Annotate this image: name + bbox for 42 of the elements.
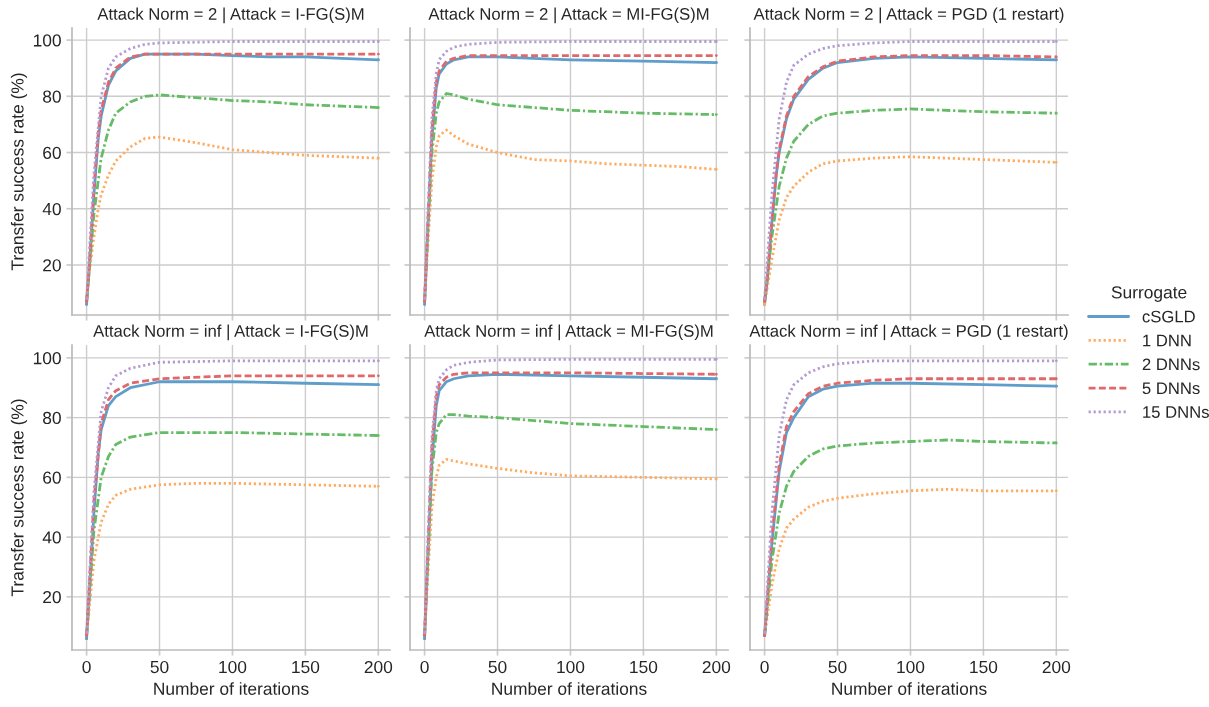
y-tick-label: 20 — [43, 259, 61, 272]
x-tick-label: 0 — [82, 660, 91, 674]
y-tick-label: 100 — [33, 34, 61, 47]
x-tick-label: 0 — [760, 660, 769, 674]
chart-title: Attack Norm = 2 | Attack = PGD (1 restart) — [753, 7, 1064, 24]
x-axis-title: Number of iterations — [154, 682, 309, 695]
legend-label: cSGLD — [1142, 310, 1195, 323]
x-axis-title: Number of iterations — [492, 682, 647, 695]
x-tick-label: 200 — [1042, 660, 1071, 674]
y-tick-label: 80 — [43, 90, 61, 103]
legend-label: 15 DNNs — [1143, 406, 1209, 418]
y-tick-label: 100 — [33, 352, 61, 365]
legend-label: 2 DNNs — [1142, 358, 1200, 371]
chart-title: Attack Norm = 2 | Attack = I-FG(S)M — [97, 7, 364, 24]
y-tick-label: 40 — [42, 531, 61, 544]
chart-title: Attack Norm = 2 | Attack = MI-FG(S)M — [428, 7, 709, 24]
x-axis-title: Number of iterations — [832, 682, 987, 695]
legend-title: Surrogate — [1111, 286, 1187, 302]
y-axis-title: Transfer success rate (%) — [10, 399, 28, 597]
x-tick-label: 200 — [702, 660, 731, 674]
y-tick-label: 60 — [43, 471, 61, 484]
y-tick-label: 80 — [43, 411, 61, 425]
x-tick-label: 0 — [420, 660, 429, 674]
chart-title: Attack Norm = inf | Attack = I-FG(S)M — [93, 324, 368, 341]
x-tick-label: 150 — [630, 660, 658, 674]
y-tick-label: 60 — [43, 146, 61, 159]
x-tick-label: 200 — [364, 660, 393, 674]
x-tick-label: 50 — [150, 660, 169, 674]
x-tick-label: 50 — [828, 660, 847, 674]
x-tick-label: 150 — [970, 660, 998, 674]
y-axis-title: Transfer success rate (%) — [10, 73, 28, 271]
x-tick-label: 100 — [557, 660, 585, 674]
x-tick-label: 100 — [219, 660, 247, 674]
x-tick-label: 100 — [897, 660, 925, 674]
x-tick-label: 150 — [292, 660, 320, 674]
x-tick-label: 50 — [488, 660, 507, 674]
y-tick-label: 20 — [43, 590, 61, 604]
y-tick-label: 40 — [42, 202, 61, 216]
legend-label: 1 DNN — [1143, 334, 1191, 347]
chart-title: Attack Norm = inf | Attack = MI-FG(S)M — [424, 324, 713, 341]
chart-title: Attack Norm = inf | Attack = PGD (1 restart) — [749, 324, 1068, 341]
legend-label: 5 DNNs — [1142, 382, 1200, 395]
